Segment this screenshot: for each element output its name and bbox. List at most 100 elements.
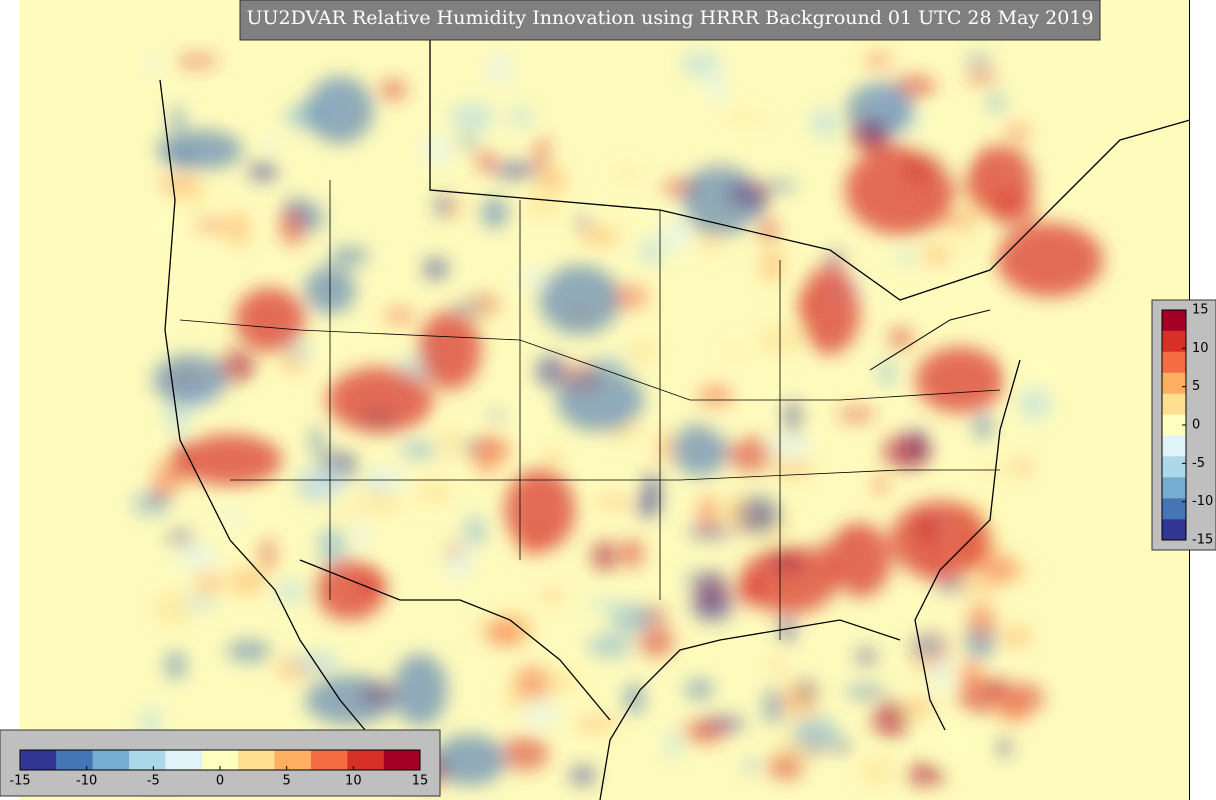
- colorbar-swatch: [1162, 351, 1186, 373]
- west-coast: [159, 79, 391, 761]
- field-blob: [299, 202, 324, 233]
- colorbar-swatch: [1162, 393, 1186, 415]
- field-blob: [726, 342, 741, 361]
- field-blob: [966, 71, 997, 84]
- field-blob: [996, 223, 1104, 297]
- field-blob: [784, 400, 801, 437]
- field-blob: [767, 753, 804, 780]
- borders: [159, 0, 1190, 800]
- field-blob: [799, 265, 861, 355]
- field-blob: [735, 495, 781, 534]
- field-blob: [984, 462, 1005, 480]
- field-blob: [685, 679, 714, 700]
- field-blob: [888, 328, 914, 349]
- field-blob: [671, 424, 729, 476]
- field-blob: [638, 238, 665, 265]
- field-blob: [164, 209, 204, 244]
- colorbar-swatch: [310, 750, 348, 770]
- colorbar-tick-label: 10: [345, 774, 362, 789]
- colorbar-swatch: [347, 750, 384, 770]
- field-blob: [391, 539, 404, 554]
- field-blob: [219, 350, 255, 384]
- field-blob: [914, 112, 942, 149]
- field-blob: [486, 52, 514, 86]
- field-blob: [684, 572, 729, 587]
- field-blob: [329, 246, 370, 266]
- colorbar-swatch: [165, 750, 202, 770]
- field-blob: [535, 355, 569, 388]
- field-blob: [978, 554, 1020, 584]
- field-blob: [435, 193, 453, 218]
- field-blob: [180, 246, 212, 260]
- field-blob: [620, 538, 644, 568]
- field-blob: [656, 429, 672, 465]
- field-blob: [855, 649, 877, 665]
- colorbar-swatch: [1162, 498, 1186, 520]
- field-blob: [682, 163, 758, 237]
- colorbar-tick-label: -5: [1192, 456, 1205, 471]
- field-blob: [760, 248, 785, 283]
- colorbar-swatch: [1162, 372, 1186, 394]
- field-blob: [228, 568, 266, 595]
- field-blob: [439, 425, 460, 461]
- field-blob: [594, 496, 632, 508]
- state-line: [179, 319, 1001, 401]
- field-blob: [890, 500, 990, 580]
- field-blob: [522, 702, 561, 727]
- colorbar-swatch: [1162, 519, 1186, 540]
- field-blob: [1019, 386, 1051, 420]
- field-blob: [697, 384, 736, 410]
- colorbar-tick-label: -15: [1192, 533, 1213, 548]
- field-blob: [575, 717, 618, 732]
- field-blob: [643, 470, 661, 506]
- field-blob: [879, 359, 895, 387]
- field-blob: [146, 56, 162, 73]
- field-blob: [265, 135, 279, 154]
- field-blob: [779, 683, 817, 718]
- field-blob: [999, 626, 1033, 647]
- field-blob: [480, 196, 509, 229]
- field-blob: [697, 495, 719, 531]
- field-blob: [457, 136, 479, 148]
- field-blob: [545, 449, 561, 465]
- field-blob: [417, 479, 453, 506]
- field-blob: [156, 129, 244, 171]
- field-blob: [195, 570, 223, 596]
- field-blob: [687, 525, 734, 539]
- field-blob: [222, 94, 239, 111]
- field-blob: [965, 55, 992, 67]
- field-blob: [844, 685, 886, 698]
- field-blob: [811, 107, 838, 140]
- mexico-border: [299, 559, 611, 721]
- field-blob: [305, 675, 395, 725]
- colorbar-tick-label: 0: [216, 774, 224, 789]
- field-blob: [399, 440, 438, 460]
- field-blob: [227, 210, 250, 248]
- field-blob: [451, 301, 487, 315]
- field-blob: [464, 516, 486, 547]
- field-blob: [905, 763, 945, 786]
- field-blob: [483, 619, 521, 646]
- field-blob: [491, 409, 506, 423]
- field-blob: [771, 658, 785, 673]
- field-blob: [535, 135, 549, 172]
- state-line: [329, 180, 781, 640]
- field-blob: [934, 214, 977, 227]
- field-blob: [476, 151, 496, 172]
- field-blob: [937, 721, 980, 760]
- field-blob: [882, 434, 930, 469]
- field-blob: [356, 489, 403, 516]
- field-blob: [281, 352, 304, 375]
- colorbar-tick-label: 0: [1192, 418, 1200, 433]
- field-blob: [769, 461, 815, 477]
- field-blob: [610, 167, 646, 179]
- field-blob: [591, 541, 618, 571]
- colorbar-tick-label: -10: [76, 774, 97, 789]
- field-blob: [556, 368, 644, 432]
- field-blob: [261, 537, 275, 573]
- field-blob: [433, 734, 507, 786]
- colorbar-swatch: [129, 750, 166, 770]
- field-blob: [865, 52, 892, 68]
- colorbar-swatch: [1162, 456, 1186, 478]
